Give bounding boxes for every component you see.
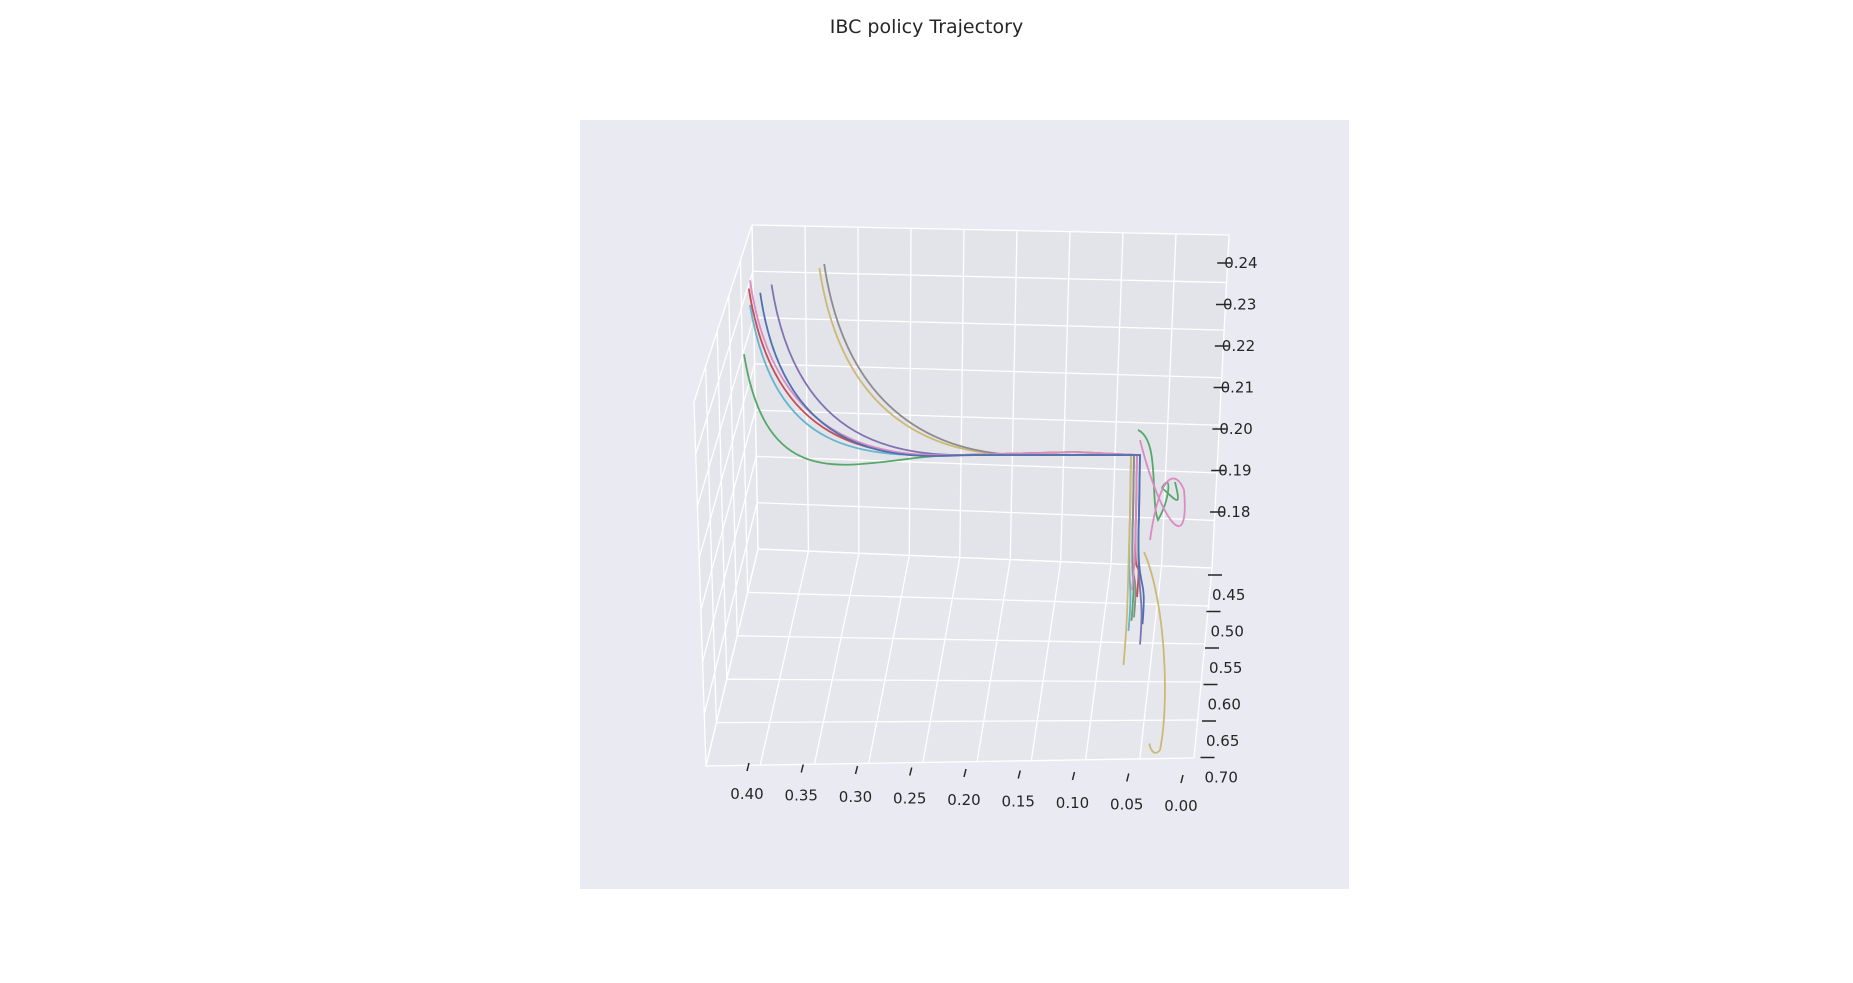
x-tick-label: 0.10 xyxy=(1056,794,1089,812)
grid-line-back-horizontal xyxy=(752,270,1227,284)
y-tick-label: 0.50 xyxy=(1211,623,1244,641)
grid-line-side xyxy=(693,224,753,403)
grid-line-floor-width xyxy=(716,719,1198,724)
x-tick-mark xyxy=(963,768,967,778)
grid-line-floor-depth xyxy=(1084,563,1112,760)
trajectory-line xyxy=(759,292,1145,625)
grid-line-side-depth xyxy=(728,295,738,636)
x-tick-label: 0.20 xyxy=(947,791,980,809)
grid-line-back-vertical xyxy=(804,226,810,552)
z-tick-label: 0.21 xyxy=(1221,379,1254,397)
z-tick-label: 0.19 xyxy=(1218,462,1251,480)
grid-line-floor-depth xyxy=(868,555,910,764)
x-tick-label: 0.05 xyxy=(1110,796,1143,814)
grid-line-side-depth xyxy=(751,224,759,550)
grid-line-back-vertical xyxy=(857,227,860,554)
grid-line-back-horizontal xyxy=(755,409,1220,426)
grid-line-floor-width xyxy=(705,757,1195,767)
trajectory-loop xyxy=(1139,439,1186,541)
z-tick-label: 0.23 xyxy=(1223,296,1256,314)
grid-line-side xyxy=(701,456,757,663)
grid-line-floor-width xyxy=(726,678,1202,683)
grid-line-side xyxy=(703,502,758,715)
grid-line-back-vertical xyxy=(1060,231,1071,562)
grid-line-floor-depth xyxy=(922,557,961,763)
x-tick-mark xyxy=(1071,771,1076,781)
z-tick-label: 0.20 xyxy=(1219,420,1252,438)
z-tick-label: 0.22 xyxy=(1222,337,1255,355)
grid-line-side-depth xyxy=(704,366,718,723)
grid-line-back-vertical xyxy=(908,228,912,556)
x-tick-mark xyxy=(746,762,750,772)
z-tick-label: 0.24 xyxy=(1224,254,1257,272)
x-tick-label: 0.30 xyxy=(839,788,872,806)
grid-line-floor-depth xyxy=(976,559,1011,762)
x-axis-ticks: 0.40 0.35 0.30 0.25 0.20 0.15 0.10 0.05 0.00 xyxy=(730,762,1198,815)
x-tick-label: 0.40 xyxy=(730,785,763,803)
grid-line-side xyxy=(705,548,759,767)
grid-line-back-vertical xyxy=(959,229,965,558)
x-tick-mark xyxy=(909,767,913,776)
grid-line-back-horizontal xyxy=(753,316,1225,331)
y-axis-ticks: 0.45 0.50 0.55 0.60 0.65 0.70 xyxy=(1200,574,1245,787)
grid-line-back-horizontal xyxy=(754,363,1222,379)
x-tick-mark xyxy=(800,764,804,773)
x-tick-label: 0.15 xyxy=(1002,793,1035,811)
grid-line-side xyxy=(700,409,757,611)
grid-line-floor-depth xyxy=(1193,567,1213,759)
y-tick-label: 0.45 xyxy=(1212,586,1245,604)
x-tick-mark xyxy=(1126,773,1130,782)
y-tick-label: 0.55 xyxy=(1209,659,1242,677)
grid-line-floor-depth xyxy=(759,550,810,766)
pane-back xyxy=(752,225,1229,568)
grid-line-side-depth xyxy=(739,260,749,593)
grid-line-floor-width xyxy=(747,591,1209,607)
x-tick-mark xyxy=(1180,774,1184,784)
grid-line-floor-width xyxy=(737,635,1205,645)
grid-line-floor-depth xyxy=(813,553,860,765)
trajectory-lines xyxy=(743,263,1186,754)
grid-line-side xyxy=(696,317,755,507)
z-tick-label: 0.18 xyxy=(1217,503,1250,521)
y-tick-label: 0.65 xyxy=(1206,732,1239,750)
grid-line-back-vertical xyxy=(1009,230,1018,560)
pane-floor xyxy=(706,549,1212,766)
x-tick-label: 0.25 xyxy=(893,790,926,808)
y-tick-label: 0.70 xyxy=(1205,769,1238,787)
grid-line-floor-depth xyxy=(1030,561,1062,761)
x-tick-label: 0.00 xyxy=(1164,797,1197,815)
grid-line-side-depth xyxy=(716,331,728,680)
x-tick-mark xyxy=(854,765,859,775)
trajectory-tail xyxy=(1143,551,1166,754)
x-tick-label: 0.35 xyxy=(785,787,818,805)
x-tick-mark xyxy=(1017,770,1021,779)
z-axis-ticks: 0.18 0.19 0.20 0.21 0.22 0.23 0.24 xyxy=(1210,254,1258,521)
chart-title: IBC policy Trajectory xyxy=(829,16,1024,38)
trajectory-loop xyxy=(1137,429,1179,523)
grid-line-side-depth xyxy=(693,401,707,767)
grid-line-side xyxy=(698,363,756,559)
grid-line-side xyxy=(695,271,754,455)
grid-line-back-horizontal xyxy=(751,224,1230,236)
y-tick-label: 0.60 xyxy=(1208,696,1241,714)
grid-line-back-vertical xyxy=(1110,232,1124,564)
